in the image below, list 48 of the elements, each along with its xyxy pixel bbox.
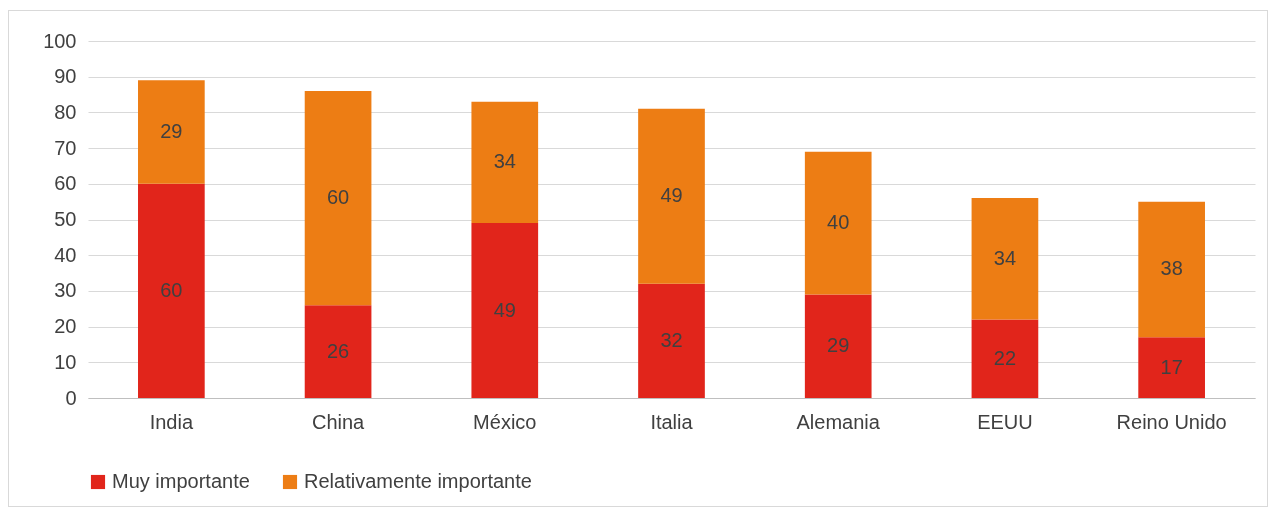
legend-label: Relativamente importante	[304, 470, 532, 492]
bar	[471, 223, 539, 398]
x-tick-label: EEUU	[977, 410, 1033, 433]
bar	[471, 101, 539, 224]
bar	[1138, 201, 1205, 338]
bar	[138, 183, 205, 398]
y-tick-label: 40	[54, 243, 77, 266]
y-tick-label: 80	[54, 100, 77, 123]
y-tick-label: 90	[54, 65, 77, 88]
bar	[804, 151, 872, 295]
y-tick-label: 70	[54, 136, 77, 159]
bar	[304, 305, 372, 398]
y-tick-label: 50	[54, 208, 77, 230]
data-label: 49	[660, 184, 683, 207]
bar	[304, 90, 372, 306]
y-tick-label: 20	[54, 315, 77, 338]
data-label: 32	[660, 328, 683, 351]
y-tick-label: 30	[54, 279, 77, 302]
data-label: 34	[993, 246, 1017, 269]
x-tick-label: México	[473, 410, 537, 433]
bar	[638, 283, 705, 398]
data-label: 60	[160, 278, 183, 301]
data-label: 49	[493, 298, 516, 321]
bar	[971, 198, 1039, 320]
bar	[1138, 337, 1205, 398]
x-tick-label: India	[149, 410, 194, 433]
x-tick-label: Italia	[650, 410, 694, 433]
legend-label: Muy importante	[112, 470, 250, 492]
y-tick-label: 60	[54, 172, 77, 195]
x-tick-label: Alemania	[796, 410, 881, 433]
y-tick-label: 100	[43, 29, 77, 52]
data-label: 17	[1160, 355, 1183, 378]
x-tick-label: Reino Unido	[1116, 410, 1227, 433]
y-tick-label: 10	[54, 350, 77, 373]
data-label: 60	[326, 186, 350, 209]
y-tick-label: 0	[65, 386, 77, 409]
data-label: 40	[827, 211, 850, 234]
data-label: 38	[1160, 257, 1183, 280]
data-label: 22	[993, 346, 1017, 369]
data-label: 34	[493, 150, 516, 173]
bar	[138, 80, 205, 184]
bar	[804, 294, 872, 398]
bar	[638, 108, 705, 284]
data-label: 26	[326, 339, 350, 362]
bar	[971, 319, 1039, 398]
data-label: 29	[827, 334, 850, 357]
data-label: 29	[160, 120, 183, 143]
x-tick-label: China	[311, 410, 366, 433]
